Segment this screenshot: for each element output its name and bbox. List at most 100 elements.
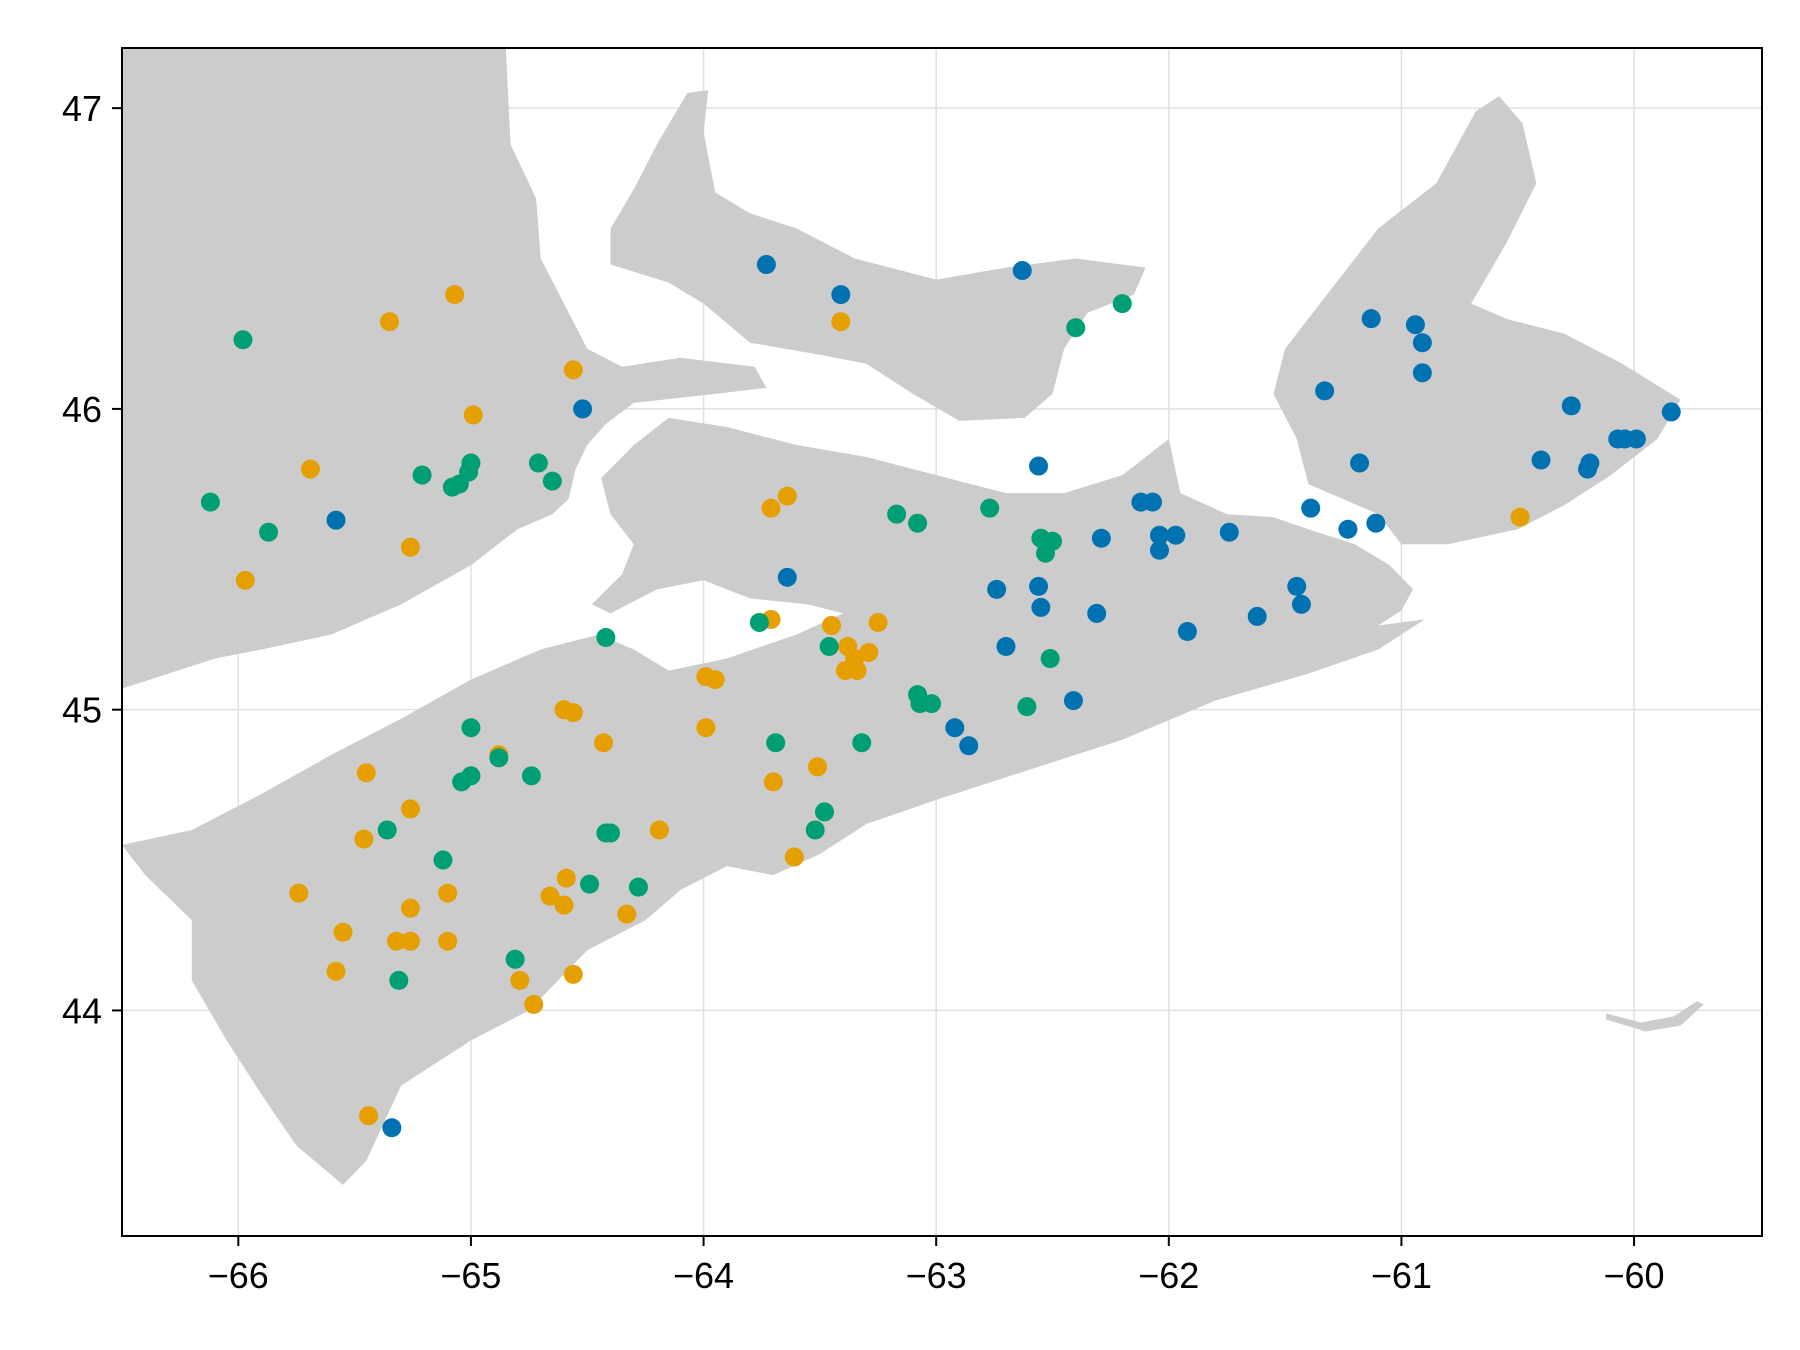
x-tick-label: −66 <box>208 1255 269 1296</box>
scatter-point <box>784 847 804 867</box>
scatter-point <box>601 823 621 843</box>
scatter-point <box>868 612 888 632</box>
scatter-point <box>540 886 560 906</box>
scatter-point <box>521 766 541 786</box>
scatter-point <box>461 718 481 738</box>
scatter-point <box>333 922 353 942</box>
scatter-point <box>1338 519 1358 539</box>
scatter-point <box>1301 498 1321 518</box>
scatter-point <box>945 718 965 738</box>
scatter-point <box>756 255 776 275</box>
scatter-point <box>696 718 716 738</box>
scatter-point <box>594 733 614 753</box>
scatter-point <box>326 510 346 530</box>
y-tick-label: 47 <box>62 88 102 129</box>
scatter-point <box>815 802 835 822</box>
scatter-point <box>1291 594 1311 614</box>
scatter-point <box>777 567 797 587</box>
scatter-point <box>1166 525 1186 545</box>
scatter-point <box>1405 315 1425 335</box>
series-1 <box>326 255 1681 1138</box>
scatter-point <box>1087 603 1107 623</box>
scatter-point <box>1219 522 1239 542</box>
scatter-point <box>510 970 530 990</box>
scatter-point <box>235 570 255 590</box>
series-2 <box>235 285 1530 1126</box>
scatter-point <box>852 733 872 753</box>
scatter-point <box>996 637 1016 657</box>
scatter-point <box>1531 450 1551 470</box>
scatter-point <box>1029 576 1049 596</box>
scatter-point <box>822 615 842 635</box>
scatter-point <box>922 694 942 714</box>
scatter-point <box>1287 576 1307 596</box>
scatter-point <box>847 661 867 681</box>
scatter-point <box>438 931 458 951</box>
x-tick-label: −64 <box>673 1255 734 1296</box>
scatter-point <box>1143 492 1163 512</box>
scatter-point <box>617 904 637 924</box>
series-3 <box>200 294 1132 990</box>
sable-island <box>1606 1001 1704 1032</box>
scatter-point <box>766 733 786 753</box>
x-tick-label: −62 <box>1138 1255 1199 1296</box>
scatter-point <box>749 612 769 632</box>
scatter-point <box>1029 456 1049 476</box>
y-axis: 44 45 46 47 <box>62 88 122 1031</box>
scatter-point <box>761 498 781 518</box>
scatter-point <box>1150 540 1170 560</box>
scatter-point <box>1066 318 1086 338</box>
scatter-point <box>433 850 453 870</box>
scatter-point <box>563 360 583 380</box>
scatter-point <box>524 994 544 1014</box>
scatter-point <box>233 330 253 350</box>
scatter-point <box>400 931 420 951</box>
scatter-point <box>354 829 374 849</box>
scatter-point <box>438 883 458 903</box>
scatter-point <box>400 537 420 557</box>
scatter-point <box>563 703 583 723</box>
scatter-point <box>1040 649 1060 669</box>
scatter-point <box>805 820 825 840</box>
scatter-point <box>1063 691 1083 711</box>
scatter-point <box>463 405 483 425</box>
scatter-point <box>326 961 346 981</box>
scatter-point <box>386 931 406 951</box>
scatter-point <box>649 820 669 840</box>
x-tick-label: −60 <box>1604 1255 1665 1296</box>
pei-island <box>610 90 1146 421</box>
scatter-point <box>1012 261 1032 281</box>
scatter-point <box>400 898 420 918</box>
scatter-point <box>1036 543 1056 563</box>
scatter-point <box>1361 309 1381 329</box>
scatter-point <box>382 1118 402 1138</box>
scatter-point <box>445 285 465 305</box>
scatter-point <box>300 459 320 479</box>
plot-frame <box>121 47 1763 1237</box>
scatter-point <box>1315 381 1335 401</box>
scatter-point <box>1661 402 1681 422</box>
scatter-point <box>831 312 851 332</box>
scatter-point <box>1561 396 1581 416</box>
scatter-point <box>1150 525 1170 545</box>
scatter-point <box>777 486 797 506</box>
scatter-point <box>556 868 576 888</box>
scatter-point <box>1031 597 1051 617</box>
scatter-point <box>980 498 1000 518</box>
scatter-point <box>505 949 525 969</box>
scatter-point <box>1510 507 1530 527</box>
x-tick-label: −63 <box>906 1255 967 1296</box>
scatter-point <box>908 513 928 533</box>
scatter-point <box>959 736 979 756</box>
scatter-point <box>380 312 400 332</box>
x-axis: −66 −65 −64 −63 −62 −61 −60 <box>208 1236 1665 1296</box>
scatter-point <box>573 399 593 419</box>
scatter-point <box>452 772 472 792</box>
scatter-point <box>400 799 420 819</box>
data-points <box>200 255 1681 1138</box>
scatter-point <box>987 579 1007 599</box>
scatter-point <box>1412 363 1432 383</box>
scatter-point <box>1247 606 1267 626</box>
scatter-point <box>259 522 279 542</box>
